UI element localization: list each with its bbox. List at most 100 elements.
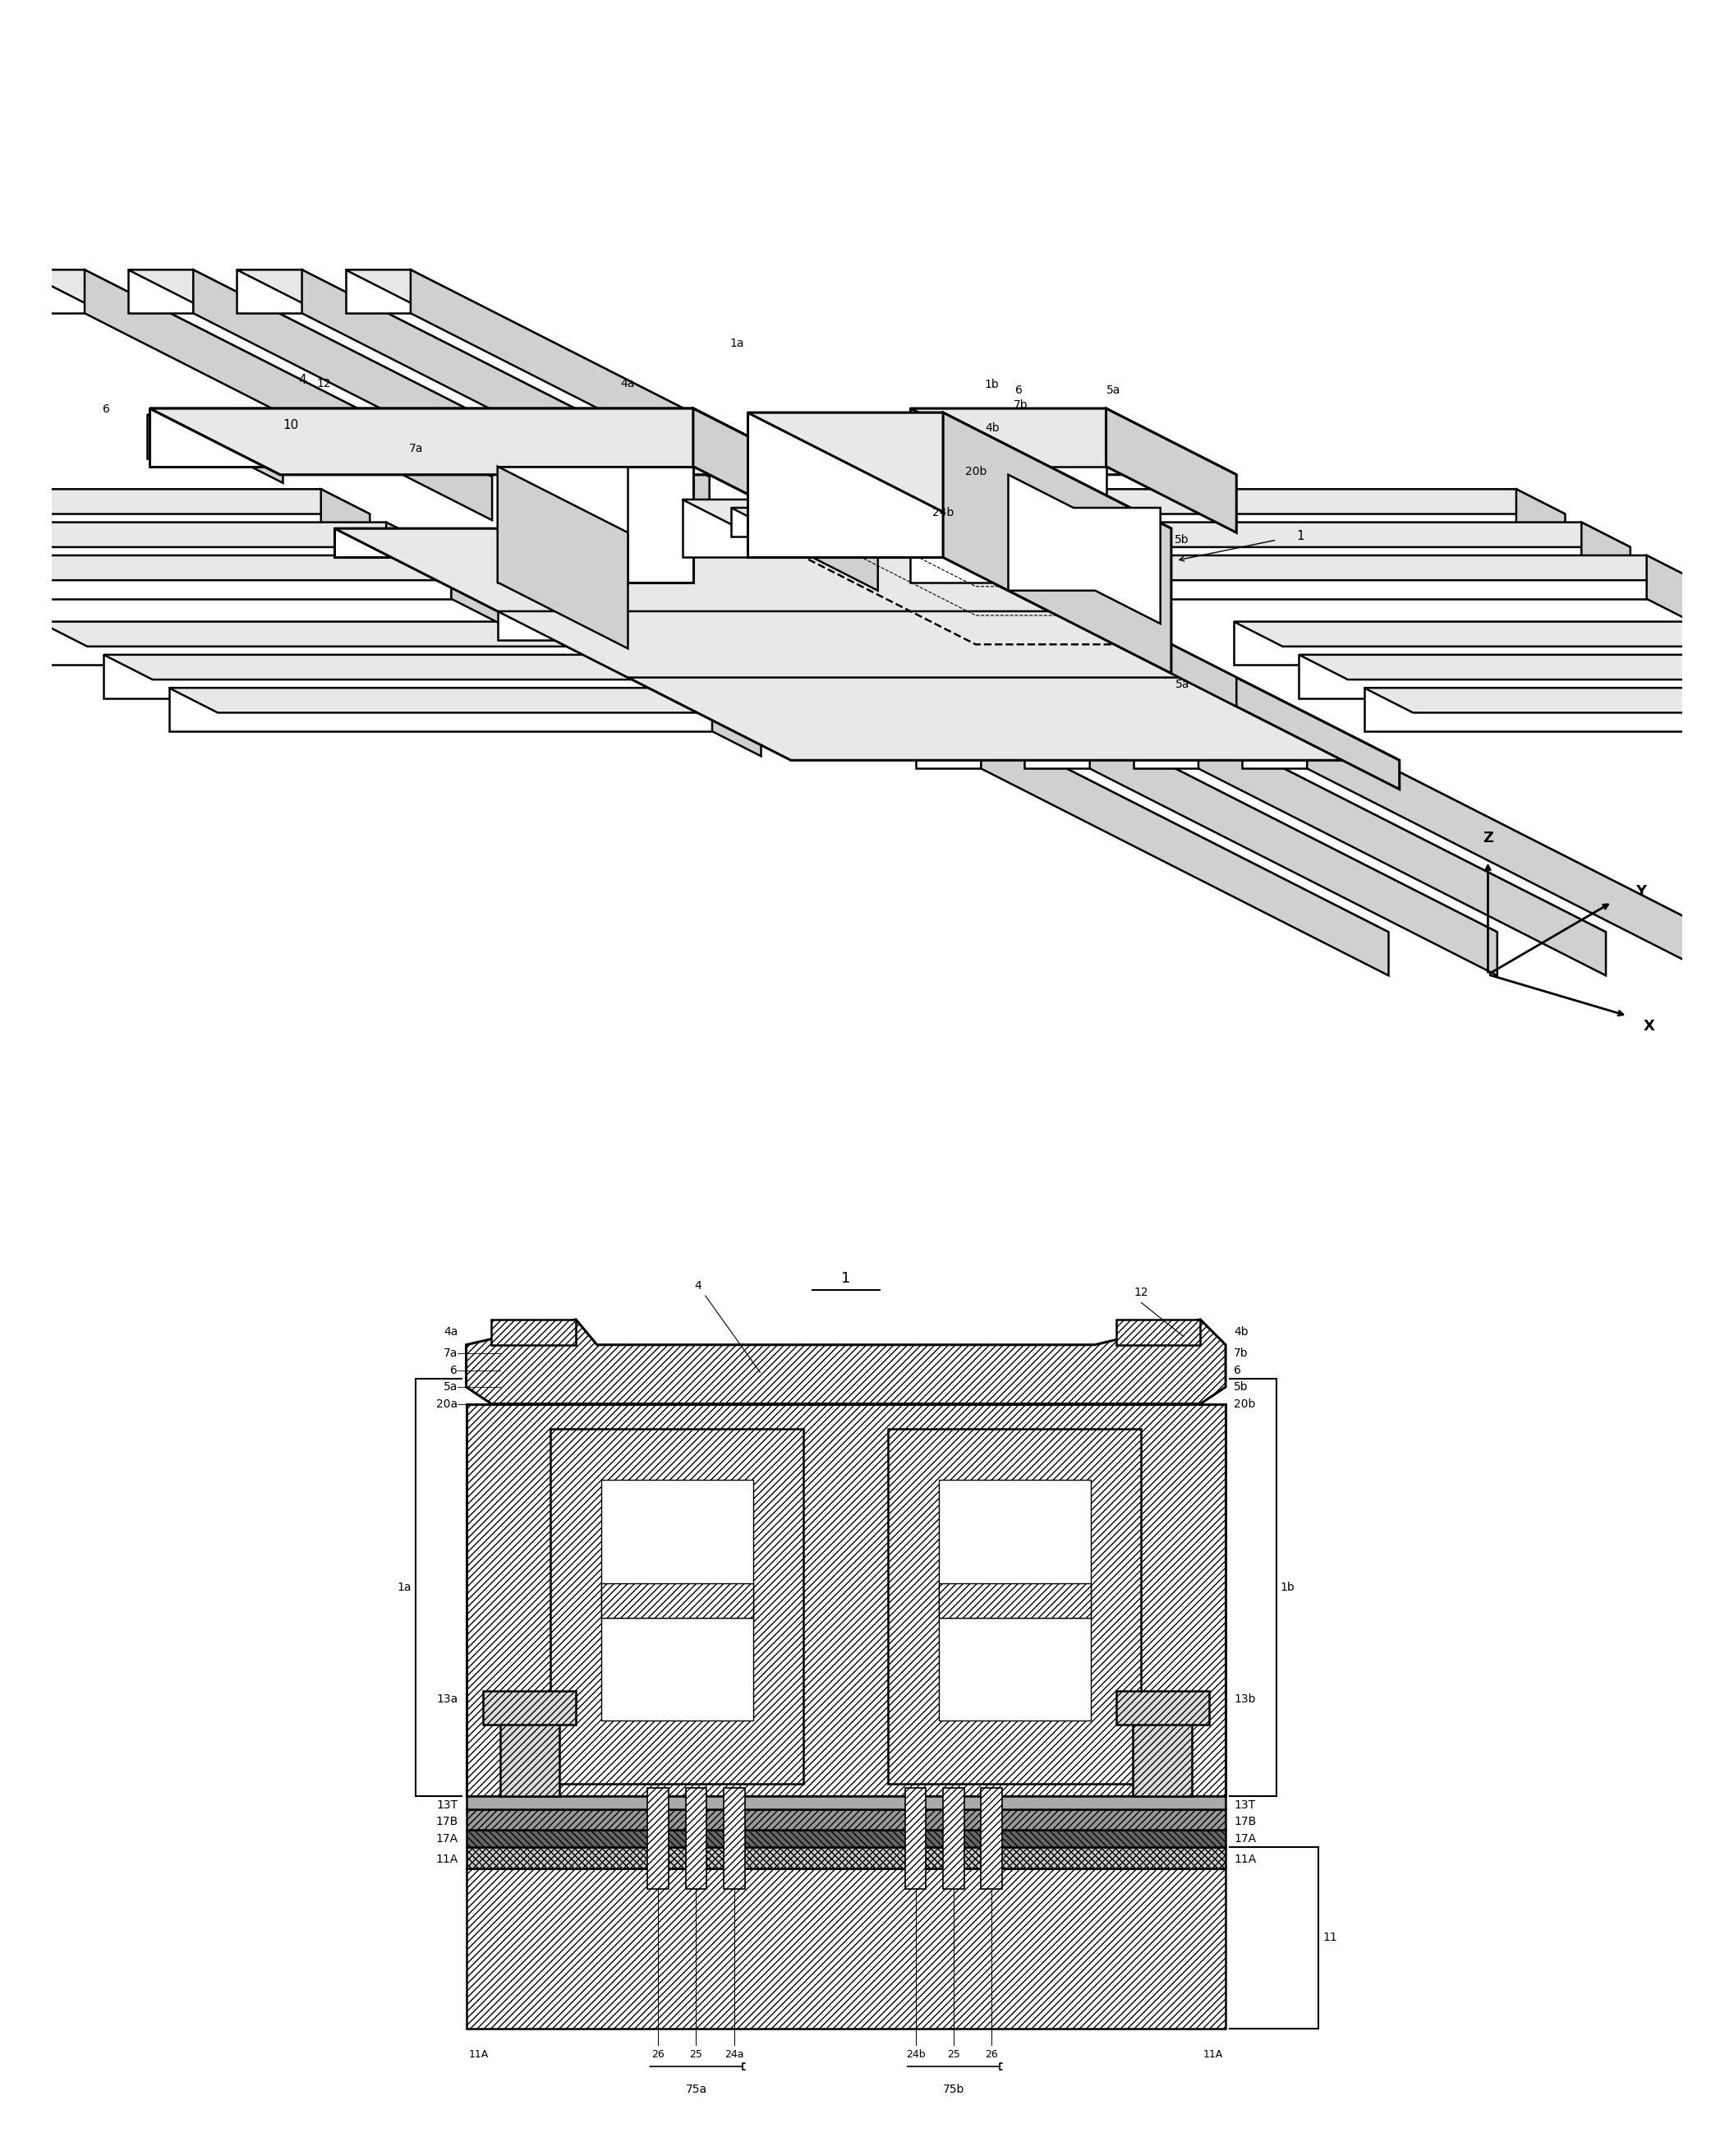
Text: 5b: 5b: [1235, 1382, 1248, 1393]
Polygon shape: [1103, 556, 1647, 599]
Text: 17B: 17B: [435, 1815, 458, 1828]
Polygon shape: [1007, 474, 1160, 623]
Text: 5a: 5a: [444, 1382, 458, 1393]
Polygon shape: [723, 1787, 744, 1889]
Text: 10: 10: [283, 418, 298, 431]
Text: 17A: 17A: [435, 1833, 458, 1843]
Polygon shape: [466, 1830, 1226, 1848]
Polygon shape: [466, 1404, 1226, 1796]
Text: 17B: 17B: [1235, 1815, 1257, 1828]
Polygon shape: [647, 655, 695, 722]
Polygon shape: [981, 724, 1389, 975]
Polygon shape: [602, 1585, 753, 1617]
Text: 20a: 20a: [437, 1397, 458, 1410]
Polygon shape: [1235, 621, 1734, 664]
Polygon shape: [1242, 724, 1307, 768]
Text: 20b: 20b: [964, 466, 987, 476]
Text: 7b: 7b: [1014, 399, 1028, 412]
Polygon shape: [943, 528, 1399, 789]
Text: 26: 26: [652, 2050, 664, 2061]
Polygon shape: [905, 1787, 926, 1889]
Polygon shape: [910, 407, 1236, 474]
Polygon shape: [910, 407, 1106, 466]
Text: 5b: 5b: [1176, 535, 1190, 545]
Text: 5a: 5a: [1106, 386, 1120, 397]
Polygon shape: [491, 1319, 576, 1345]
Text: 6: 6: [102, 403, 109, 416]
Polygon shape: [681, 500, 813, 558]
Text: 6: 6: [451, 1365, 458, 1376]
Text: 7b: 7b: [1235, 1348, 1248, 1358]
Polygon shape: [466, 1319, 1226, 1404]
Polygon shape: [1132, 1712, 1191, 1796]
Polygon shape: [1134, 724, 1198, 768]
Polygon shape: [0, 556, 451, 599]
Text: 13a: 13a: [437, 1695, 458, 1705]
Text: 75a: 75a: [685, 2083, 707, 2096]
Polygon shape: [1242, 724, 1715, 931]
Polygon shape: [1516, 489, 1566, 558]
Polygon shape: [0, 489, 321, 533]
Polygon shape: [938, 1479, 1091, 1621]
Text: 20b: 20b: [1235, 1397, 1255, 1410]
Text: 6: 6: [1235, 1365, 1242, 1376]
Polygon shape: [0, 556, 501, 580]
Polygon shape: [713, 688, 761, 757]
Polygon shape: [387, 522, 435, 591]
Polygon shape: [973, 489, 1516, 533]
Polygon shape: [747, 412, 1170, 528]
Polygon shape: [1307, 724, 1715, 975]
Text: 11A: 11A: [435, 1854, 458, 1865]
Polygon shape: [466, 1867, 1226, 2029]
Polygon shape: [1647, 556, 1696, 623]
Polygon shape: [498, 466, 694, 582]
Polygon shape: [1103, 556, 1696, 580]
Polygon shape: [499, 1712, 558, 1796]
Text: 11A: 11A: [1203, 2050, 1222, 2061]
Polygon shape: [466, 1796, 1226, 1809]
Polygon shape: [147, 414, 283, 440]
Polygon shape: [647, 1787, 669, 1889]
Text: 1b: 1b: [1280, 1583, 1295, 1593]
Polygon shape: [888, 1429, 1141, 1783]
Text: 4: 4: [298, 373, 305, 386]
Polygon shape: [168, 688, 713, 731]
Text: 4b: 4b: [1235, 1326, 1248, 1339]
Text: 6: 6: [1016, 386, 1023, 397]
Polygon shape: [147, 414, 234, 457]
Polygon shape: [0, 489, 369, 513]
Polygon shape: [1235, 621, 1734, 647]
Polygon shape: [104, 655, 695, 679]
Text: 12: 12: [316, 377, 331, 390]
Polygon shape: [1039, 522, 1581, 565]
Text: 7a: 7a: [409, 442, 423, 455]
Text: 5a: 5a: [1176, 679, 1190, 690]
Text: 4: 4: [695, 1281, 759, 1373]
Polygon shape: [335, 528, 1399, 761]
Polygon shape: [149, 407, 824, 474]
Polygon shape: [498, 612, 1106, 640]
Polygon shape: [484, 1690, 576, 1725]
Text: 4a: 4a: [621, 377, 635, 390]
Polygon shape: [1365, 688, 1734, 731]
Polygon shape: [149, 407, 694, 466]
Text: 12: 12: [1134, 1287, 1148, 1298]
Polygon shape: [910, 466, 1106, 582]
Polygon shape: [732, 509, 775, 537]
Polygon shape: [1365, 688, 1734, 714]
Polygon shape: [0, 522, 387, 565]
Text: 7a: 7a: [444, 1348, 458, 1358]
Polygon shape: [104, 655, 647, 699]
Polygon shape: [602, 1479, 753, 1621]
Polygon shape: [1089, 724, 1496, 975]
Polygon shape: [321, 489, 369, 558]
Text: 17A: 17A: [1235, 1833, 1257, 1843]
Polygon shape: [1134, 724, 1606, 931]
Polygon shape: [345, 270, 818, 476]
Polygon shape: [149, 407, 824, 474]
Polygon shape: [302, 270, 709, 520]
Polygon shape: [775, 509, 808, 554]
Polygon shape: [451, 556, 501, 623]
Polygon shape: [1025, 724, 1089, 768]
Polygon shape: [466, 1809, 1226, 1830]
